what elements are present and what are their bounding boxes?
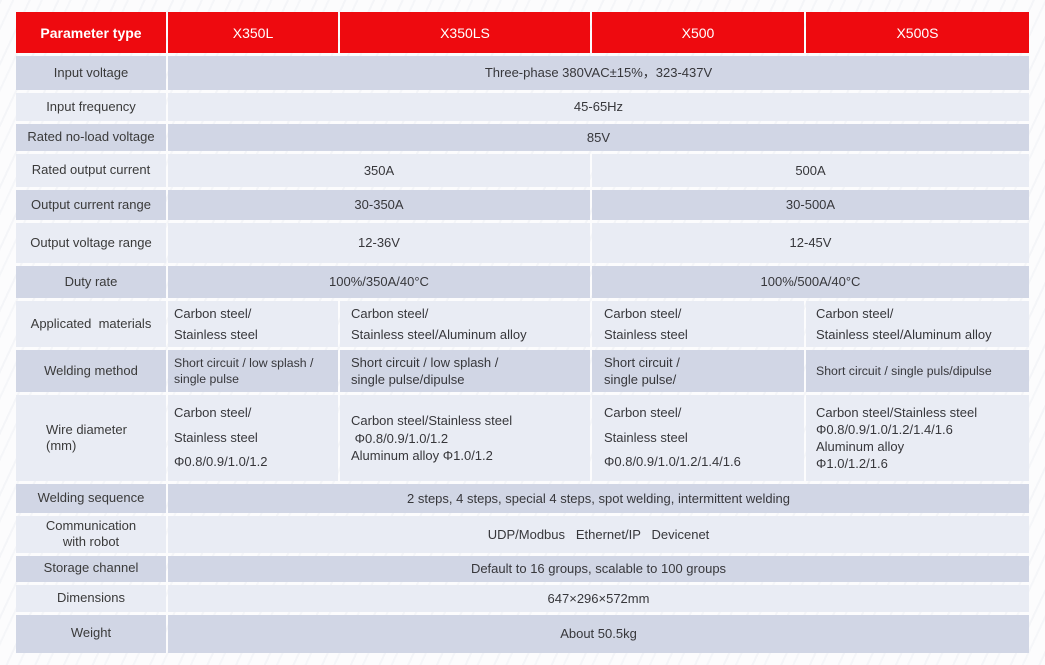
cell-welding-method-x350l: Short circuit / low splash / single puls… xyxy=(168,350,338,393)
row-label-storage-channel: Storage channel xyxy=(16,555,166,582)
cell-storage-channel-value: Default to 16 groups, scalable to 100 gr… xyxy=(168,555,1029,582)
cell-input-frequency-value: 45-65Hz xyxy=(168,93,1029,121)
row-rated-output-current: Rated output current 350A 500A xyxy=(16,154,1029,187)
row-rated-no-load-voltage: Rated no-load voltage 85V xyxy=(16,124,1029,151)
row-weight: Weight About 50.5kg xyxy=(16,614,1029,653)
cell-rated-no-load-voltage-value: 85V xyxy=(168,124,1029,151)
row-output-current-range: Output current range 30-350A 30-500A xyxy=(16,190,1029,220)
cell-output-current-range-500: 30-500A xyxy=(592,190,1029,220)
cell-rated-output-current-350: 350A xyxy=(168,154,590,187)
cell-applicated-materials-x350ls: Carbon steel/ Stainless steel/Aluminum a… xyxy=(340,301,590,348)
row-welding-method: Welding method Short circuit / low splas… xyxy=(16,350,1029,393)
cell-welding-method-x350ls: Short circuit / low splash / single puls… xyxy=(340,350,590,393)
cell-applicated-materials-x500: Carbon steel/ Stainless steel xyxy=(592,301,804,348)
row-input-voltage: Input voltage Three-phase 380VAC±15%，323… xyxy=(16,56,1029,90)
cell-welding-method-x500: Short circuit / single pulse/ xyxy=(592,350,804,393)
row-label-welding-method: Welding method xyxy=(16,350,166,393)
table-header-row: Parameter type X350L X350LS X500 X500S xyxy=(16,12,1029,53)
row-applicated-materials: Applicated materials Carbon steel/ Stain… xyxy=(16,301,1029,348)
row-label-wire-diameter: Wire diameter (mm) xyxy=(16,395,166,482)
cell-output-current-range-350: 30-350A xyxy=(168,190,590,220)
row-label-rated-no-load-voltage: Rated no-load voltage xyxy=(16,124,166,151)
cell-wire-diameter-x350ls: Carbon steel/Stainless steel Φ0.8/0.9/1.… xyxy=(340,395,590,482)
cell-duty-rate-500: 100%/500A/40°C xyxy=(592,266,1029,298)
row-label-input-voltage: Input voltage xyxy=(16,56,166,90)
row-label-weight: Weight xyxy=(16,614,166,653)
row-storage-channel: Storage channel Default to 16 groups, sc… xyxy=(16,555,1029,582)
row-output-voltage-range: Output voltage range 12-36V 12-45V xyxy=(16,223,1029,263)
row-duty-rate: Duty rate 100%/350A/40°C 100%/500A/40°C xyxy=(16,266,1029,298)
cell-wire-diameter-x350l: Carbon steel/ Stainless steel Φ0.8/0.9/1… xyxy=(168,395,338,482)
row-label-rated-output-current: Rated output current xyxy=(16,154,166,187)
row-label-duty-rate: Duty rate xyxy=(16,266,166,298)
spec-table: Parameter type X350L X350LS X500 X500S I… xyxy=(14,9,1031,656)
row-wire-diameter: Wire diameter (mm) Carbon steel/ Stainle… xyxy=(16,395,1029,482)
cell-applicated-materials-x350l: Carbon steel/ Stainless steel xyxy=(168,301,338,348)
row-label-applicated-materials: Applicated materials xyxy=(16,301,166,348)
cell-dimensions-value: 647×296×572mm xyxy=(168,584,1029,612)
cell-wire-diameter-x500s: Carbon steel/Stainless steel Φ0.8/0.9/1.… xyxy=(806,395,1029,482)
row-welding-sequence: Welding sequence 2 steps, 4 steps, speci… xyxy=(16,484,1029,514)
cell-rated-output-current-500: 500A xyxy=(592,154,1029,187)
row-input-frequency: Input frequency 45-65Hz xyxy=(16,93,1029,121)
row-label-welding-sequence: Welding sequence xyxy=(16,484,166,514)
row-label-output-current-range: Output current range xyxy=(16,190,166,220)
row-dimensions: Dimensions 647×296×572mm xyxy=(16,584,1029,612)
header-model-x350l: X350L xyxy=(168,12,338,53)
cell-output-voltage-range-500: 12-45V xyxy=(592,223,1029,263)
cell-wire-diameter-x500: Carbon steel/ Stainless steel Φ0.8/0.9/1… xyxy=(592,395,804,482)
row-label-output-voltage-range: Output voltage range xyxy=(16,223,166,263)
header-model-x500: X500 xyxy=(592,12,804,53)
cell-communication-with-robot-value: UDP/Modbus Ethernet/IP Devicenet xyxy=(168,516,1029,553)
cell-output-voltage-range-350: 12-36V xyxy=(168,223,590,263)
cell-weight-value: About 50.5kg xyxy=(168,614,1029,653)
header-model-x500s: X500S xyxy=(806,12,1029,53)
cell-input-voltage-value: Three-phase 380VAC±15%，323-437V xyxy=(168,56,1029,90)
cell-welding-method-x500s: Short circuit / single puls/dipulse xyxy=(806,350,1029,393)
header-parameter-type: Parameter type xyxy=(16,12,166,53)
row-label-input-frequency: Input frequency xyxy=(16,93,166,121)
row-label-communication-with-robot: Communication with robot xyxy=(16,516,166,553)
cell-welding-sequence-value: 2 steps, 4 steps, special 4 steps, spot … xyxy=(168,484,1029,514)
row-label-dimensions: Dimensions xyxy=(16,584,166,612)
row-communication-with-robot: Communication with robot UDP/Modbus Ethe… xyxy=(16,516,1029,553)
cell-applicated-materials-x500s: Carbon steel/ Stainless steel/Aluminum a… xyxy=(806,301,1029,348)
header-model-x350ls: X350LS xyxy=(340,12,590,53)
cell-duty-rate-350: 100%/350A/40°C xyxy=(168,266,590,298)
